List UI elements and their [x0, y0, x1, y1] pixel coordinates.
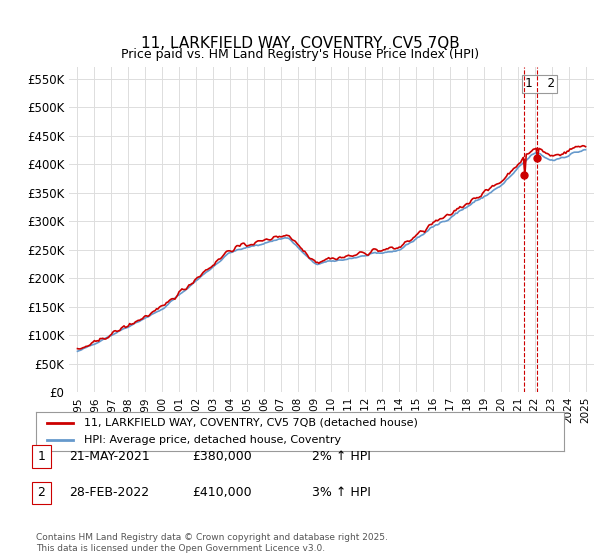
Text: Price paid vs. HM Land Registry's House Price Index (HPI): Price paid vs. HM Land Registry's House …: [121, 48, 479, 60]
Text: 11, LARKFIELD WAY, COVENTRY, CV5 7QB: 11, LARKFIELD WAY, COVENTRY, CV5 7QB: [140, 36, 460, 52]
Text: 21-MAY-2021: 21-MAY-2021: [69, 450, 150, 463]
Text: 2% ↑ HPI: 2% ↑ HPI: [312, 450, 371, 463]
Text: 3% ↑ HPI: 3% ↑ HPI: [312, 486, 371, 500]
Text: HPI: Average price, detached house, Coventry: HPI: Average price, detached house, Cove…: [83, 435, 341, 445]
Text: 2: 2: [37, 486, 46, 500]
Text: £410,000: £410,000: [192, 486, 251, 500]
Text: 28-FEB-2022: 28-FEB-2022: [69, 486, 149, 500]
Text: 11, LARKFIELD WAY, COVENTRY, CV5 7QB (detached house): 11, LARKFIELD WAY, COVENTRY, CV5 7QB (de…: [83, 418, 418, 428]
Text: 1  2: 1 2: [524, 77, 554, 90]
Text: 1: 1: [37, 450, 46, 463]
Text: Contains HM Land Registry data © Crown copyright and database right 2025.
This d: Contains HM Land Registry data © Crown c…: [36, 533, 388, 553]
Text: £380,000: £380,000: [192, 450, 252, 463]
